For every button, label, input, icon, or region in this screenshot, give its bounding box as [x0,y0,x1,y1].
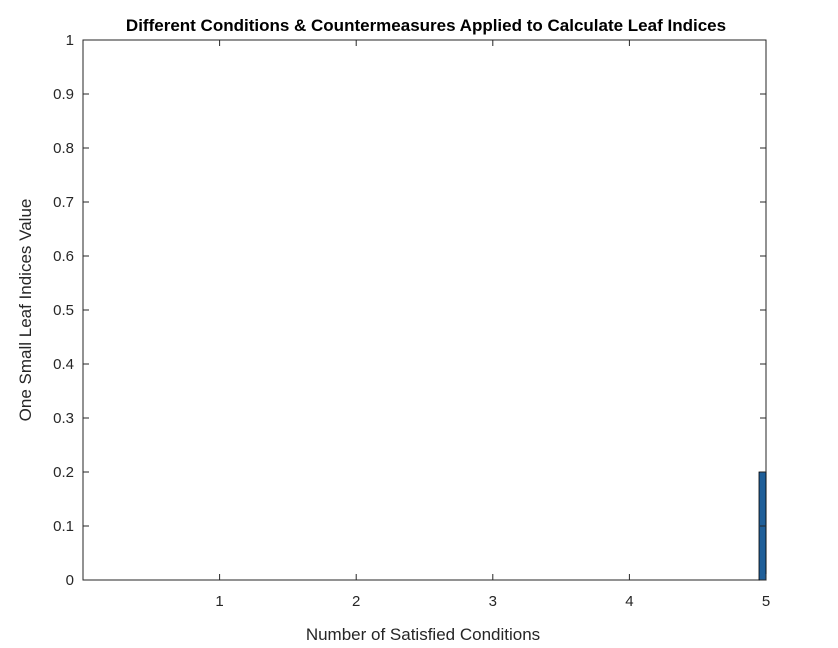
chart-title: Different Conditions & Countermeasures A… [126,16,726,35]
y-tick-label: 0.8 [53,140,74,157]
y-tick-label: 0 [66,572,74,589]
y-axis-label: One Small Leaf Indices Value [16,199,35,422]
y-tick-label: 0.7 [53,194,74,211]
y-tick-label: 0.2 [53,464,74,481]
x-tick-label: 4 [625,593,633,610]
y-axis-ticks: 0 0.1 0.2 0.3 0.4 0.5 0.6 0.7 0.8 0.9 1 [53,32,766,589]
x-tick-label: 3 [489,593,497,610]
y-tick-label: 0.5 [53,302,74,319]
y-tick-label: 1 [66,32,74,49]
y-tick-label: 0.4 [53,356,74,373]
y-tick-label: 0.3 [53,410,74,427]
x-axis-label: Number of Satisfied Conditions [306,625,540,644]
x-tick-label: 1 [215,593,223,610]
plot-area [82,39,767,581]
y-tick-label: 0.9 [53,86,74,103]
x-tick-label: 5 [762,593,770,610]
y-tick-label: 0.6 [53,248,74,265]
x-tick-label: 2 [352,593,360,610]
y-tick-label: 0.1 [53,518,74,535]
x-axis-ticks: 1 2 3 4 5 [215,40,770,610]
